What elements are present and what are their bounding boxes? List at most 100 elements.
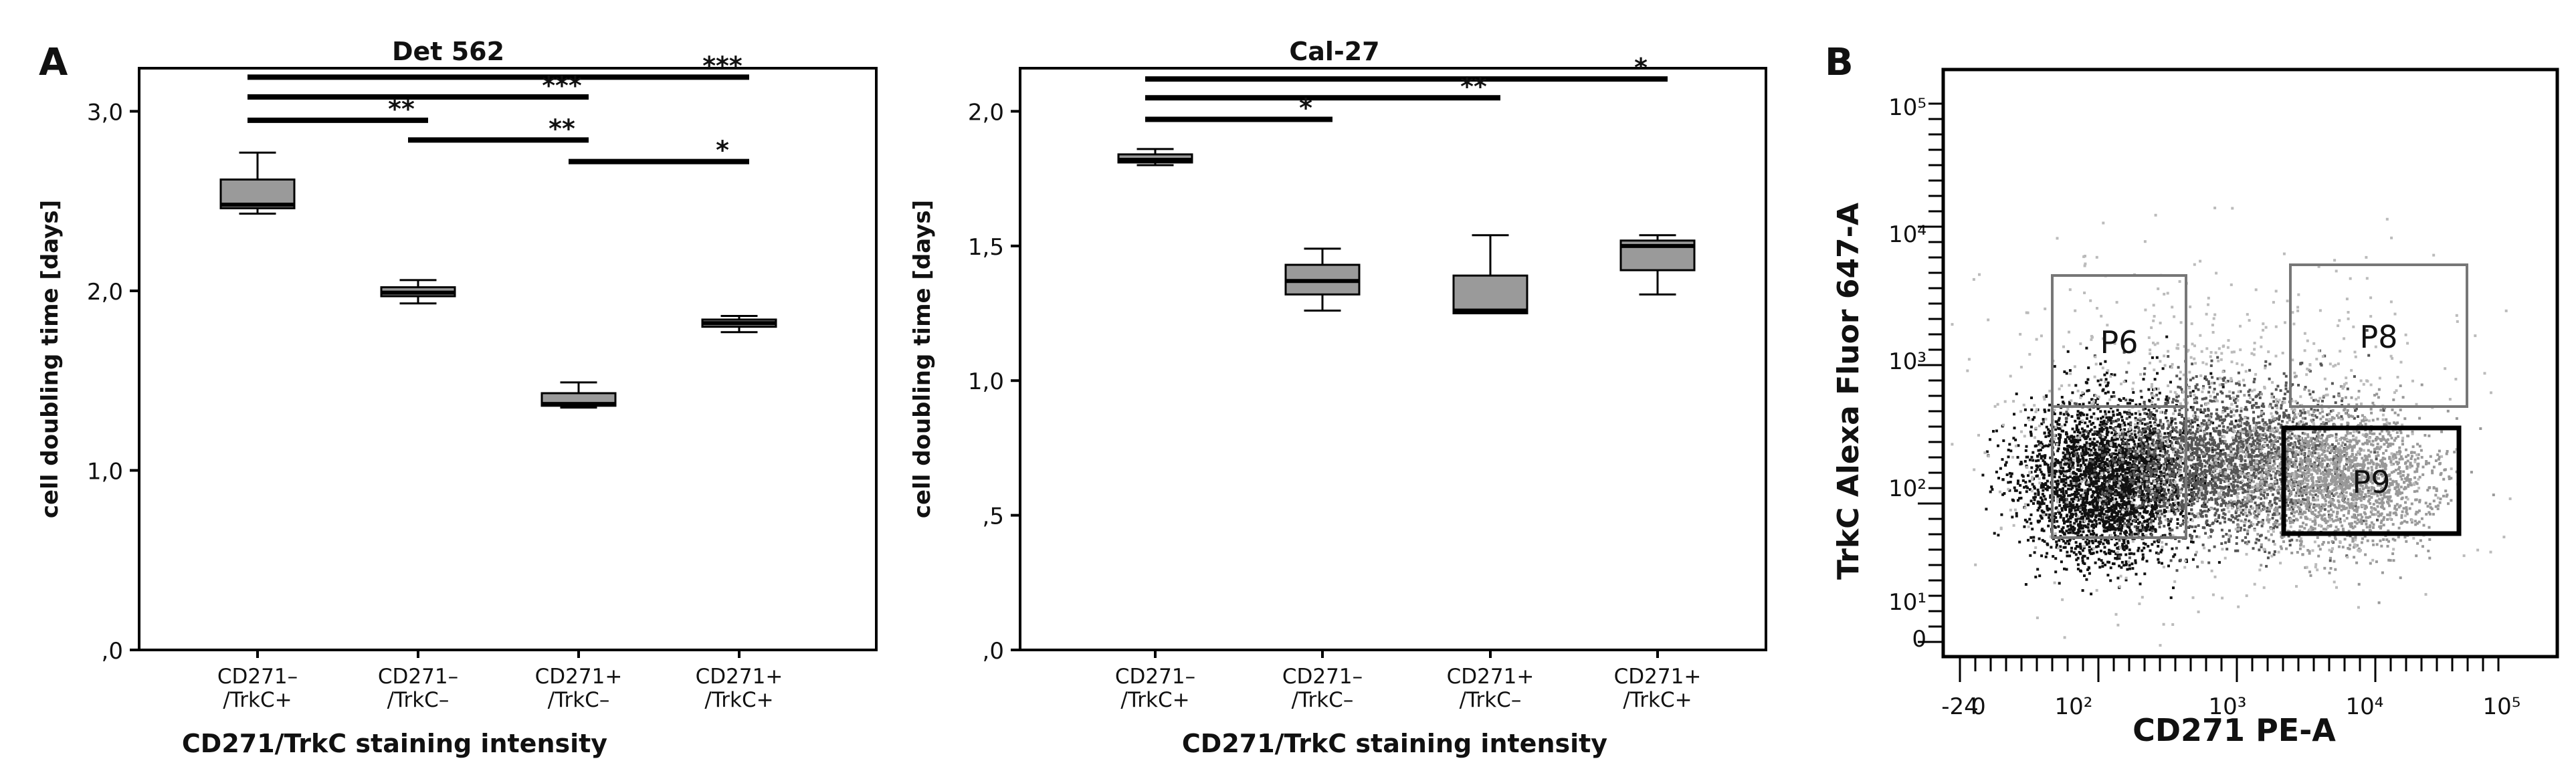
density-point (2032, 451, 2035, 454)
density-point (2284, 497, 2288, 501)
density-point (2334, 472, 2337, 475)
density-point (2217, 476, 2220, 479)
density-point (2088, 510, 2091, 513)
density-point (2106, 447, 2109, 451)
density-point (2232, 439, 2235, 442)
density-point (2084, 491, 2087, 495)
density-point (2262, 438, 2266, 441)
density-point (2046, 488, 2049, 491)
density-point (2268, 440, 2272, 443)
density-point (2139, 389, 2143, 393)
x-tick-label: /TrkC+ (1623, 688, 1692, 712)
density-point (2313, 443, 2316, 447)
density-point (2137, 522, 2140, 525)
density-point (2116, 546, 2119, 550)
density-point (2216, 356, 2219, 359)
density-point (2015, 489, 2018, 492)
density-point (2196, 438, 2199, 441)
density-point (2257, 406, 2260, 409)
density-point (2082, 497, 2086, 501)
density-point (2277, 423, 2280, 426)
density-point (2158, 526, 2161, 529)
density-point (2094, 497, 2098, 501)
density-point (2163, 514, 2167, 518)
density-point (2153, 428, 2156, 431)
density-point (2108, 523, 2111, 526)
density-point (2276, 470, 2279, 473)
density-point (2062, 517, 2066, 520)
density-point (2245, 514, 2248, 518)
density-point (2048, 513, 2051, 516)
density-point (2063, 533, 2066, 536)
density-point (2212, 459, 2215, 462)
density-point (2105, 416, 2108, 419)
density-point (2015, 514, 2018, 518)
density-point (2133, 491, 2137, 494)
density-point (2244, 518, 2247, 522)
density-point (2059, 461, 2062, 464)
density-point (2127, 450, 2131, 453)
density-point (2160, 548, 2163, 552)
density-point (2163, 501, 2167, 505)
density-point (2117, 517, 2120, 520)
density-point (2078, 530, 2082, 533)
density-point (2166, 419, 2169, 423)
density-point (2093, 425, 2096, 429)
density-point (2164, 483, 2167, 486)
density-point (2108, 461, 2111, 465)
density-point (2216, 377, 2219, 380)
density-point (2053, 364, 2056, 368)
density-point (2323, 430, 2326, 433)
density-point (2092, 475, 2096, 479)
density-point (2045, 462, 2048, 465)
density-point (2260, 487, 2263, 491)
density-point (2103, 447, 2106, 451)
density-point (1995, 429, 1998, 433)
density-point (2044, 497, 2047, 501)
density-point (2067, 444, 2070, 447)
density-point (2100, 469, 2104, 472)
density-point (2201, 497, 2205, 500)
density-point (2029, 536, 2033, 539)
density-point (2260, 405, 2264, 408)
density-point (2151, 526, 2155, 528)
x-tick-label: CD271+ (1614, 665, 1702, 689)
density-point (2216, 503, 2219, 506)
density-point (2110, 496, 2114, 499)
density-point (2037, 520, 2040, 524)
density-point (2229, 397, 2232, 400)
density-point (2000, 513, 2003, 516)
density-point (2038, 468, 2042, 471)
density-point (2242, 499, 2244, 501)
density-point (2218, 437, 2221, 441)
density-point (2238, 437, 2241, 440)
density-point (2083, 511, 2086, 514)
density-point (2142, 475, 2145, 479)
density-point (2086, 413, 2089, 417)
density-point (2213, 487, 2216, 491)
density-point (2195, 418, 2199, 421)
density-point (2135, 457, 2139, 461)
density-point (2147, 388, 2151, 391)
density-point (2096, 397, 2100, 401)
density-point (2095, 545, 2098, 548)
density-point (2232, 480, 2236, 483)
density-point (2145, 560, 2149, 563)
density-point (2104, 392, 2107, 395)
density-point (2376, 518, 2379, 522)
density-point (2149, 411, 2153, 414)
density-point (2165, 473, 2168, 476)
density-point (2205, 470, 2208, 473)
density-point (2133, 552, 2136, 556)
density-point (2341, 491, 2344, 495)
density-point (2100, 497, 2104, 500)
density-point (2090, 398, 2094, 401)
density-point (2188, 471, 2191, 475)
density-point (1997, 444, 1999, 447)
density-point (2120, 513, 2123, 516)
density-point (2237, 425, 2240, 428)
density-point (2169, 444, 2173, 447)
density-point (2284, 374, 2288, 378)
density-point (2173, 491, 2175, 494)
density-point (2155, 487, 2159, 491)
